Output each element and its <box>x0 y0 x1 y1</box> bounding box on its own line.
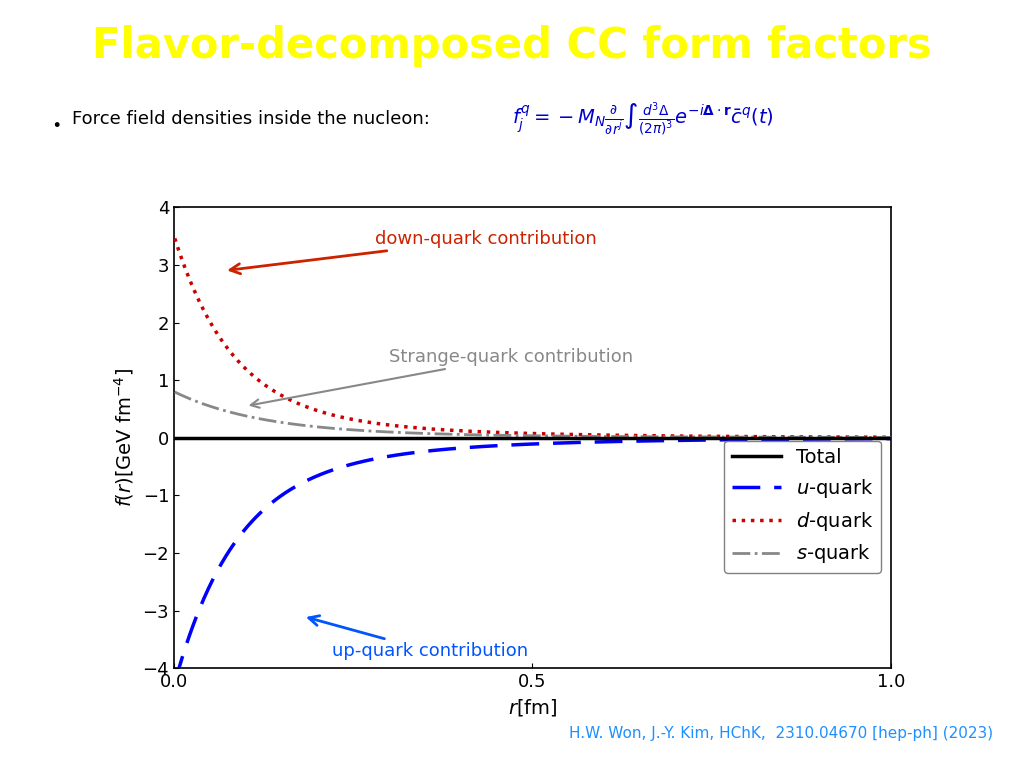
$u$-quark <box>169 678 181 687</box>
Text: Flavor-decomposed CC form factors: Flavor-decomposed CC form factors <box>92 25 932 67</box>
Text: down-quark contribution: down-quark contribution <box>230 230 597 273</box>
Text: H.W. Won, J.-Y. Kim, HChK,  2310.04670 [hep-ph] (2023): H.W. Won, J.-Y. Kim, HChK, 2310.04670 [h… <box>569 726 993 741</box>
$d$-quark <box>660 432 673 441</box>
$d$-quark <box>740 432 753 441</box>
Total <box>727 433 739 442</box>
$u$-quark <box>242 521 254 531</box>
$s$-quark <box>660 432 673 442</box>
Text: up-quark contribution: up-quark contribution <box>309 616 528 660</box>
$d$-quark <box>885 432 897 442</box>
Total <box>459 433 471 442</box>
Total <box>660 433 673 442</box>
Y-axis label: $f(r)$[GeV fm$^{-4}$]: $f(r)$[GeV fm$^{-4}$] <box>112 369 135 507</box>
Total <box>484 433 497 442</box>
Text: Strange-quark contribution: Strange-quark contribution <box>251 348 633 408</box>
$u$-quark <box>660 436 673 445</box>
Legend: Total, $u$-quark, $d$-quark, $s$-quark: Total, $u$-quark, $d$-quark, $s$-quark <box>724 441 882 573</box>
$s$-quark <box>740 432 753 442</box>
X-axis label: $r$[fm]: $r$[fm] <box>508 697 557 717</box>
$s$-quark <box>885 433 897 442</box>
$d$-quark <box>459 426 471 435</box>
Text: $f_j^q = -M_N \frac{\partial}{\partial r^j} \int \frac{d^3\Delta}{(2\pi)^3} e^{-: $f_j^q = -M_N \frac{\partial}{\partial r… <box>512 100 774 138</box>
$s$-quark <box>169 387 181 396</box>
Text: $\bullet$: $\bullet$ <box>51 114 60 132</box>
Line: $s$-quark: $s$-quark <box>175 392 891 438</box>
$d$-quark <box>169 233 181 243</box>
Total <box>885 433 897 442</box>
$s$-quark <box>459 430 471 439</box>
Total <box>740 433 753 442</box>
$s$-quark <box>484 431 497 440</box>
$u$-quark <box>885 434 897 443</box>
$d$-quark <box>242 366 254 376</box>
$u$-quark <box>740 435 753 444</box>
Total <box>169 433 181 442</box>
$d$-quark <box>484 428 497 437</box>
Text: Force field densities inside the nucleon:: Force field densities inside the nucleon… <box>72 110 429 128</box>
$u$-quark <box>459 443 471 452</box>
Line: $d$-quark: $d$-quark <box>175 238 891 437</box>
$s$-quark <box>242 412 254 421</box>
$u$-quark <box>727 435 739 445</box>
$s$-quark <box>727 432 739 442</box>
Line: $u$-quark: $u$-quark <box>175 439 891 683</box>
$d$-quark <box>727 432 739 441</box>
$u$-quark <box>484 442 497 451</box>
Total <box>242 433 254 442</box>
